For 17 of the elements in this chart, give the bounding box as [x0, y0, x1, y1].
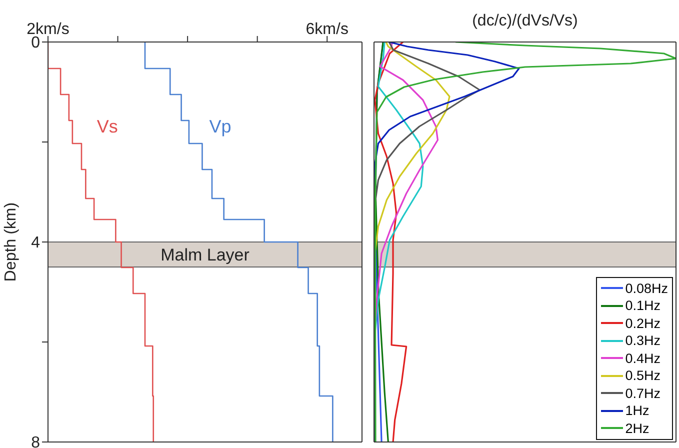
- legend-label: 0.7Hz: [625, 386, 660, 401]
- y-tick-label: 8: [31, 434, 40, 448]
- band-label: Malm Layer: [160, 246, 250, 265]
- legend-label: 0.08Hz: [625, 280, 668, 296]
- legend-label: 0.2Hz: [625, 316, 660, 331]
- legend-label: 0.1Hz: [625, 298, 660, 314]
- y-tick-label: 4: [31, 234, 40, 252]
- series-label: Vp: [209, 116, 232, 136]
- x-tick-label: 6km/s: [306, 21, 348, 38]
- legend-label: 0.4Hz: [625, 350, 660, 366]
- legend-label: 0.5Hz: [625, 368, 660, 384]
- legend-label: 0.3Hz: [625, 333, 660, 348]
- legend-label: 1Hz: [625, 403, 650, 418]
- legend-label: 2Hz: [625, 420, 650, 436]
- x-axis-title: (dc/c)/(dVs/Vs): [472, 12, 578, 30]
- y-axis-title: Depth (km): [2, 202, 20, 282]
- series-label: Vs: [96, 116, 118, 136]
